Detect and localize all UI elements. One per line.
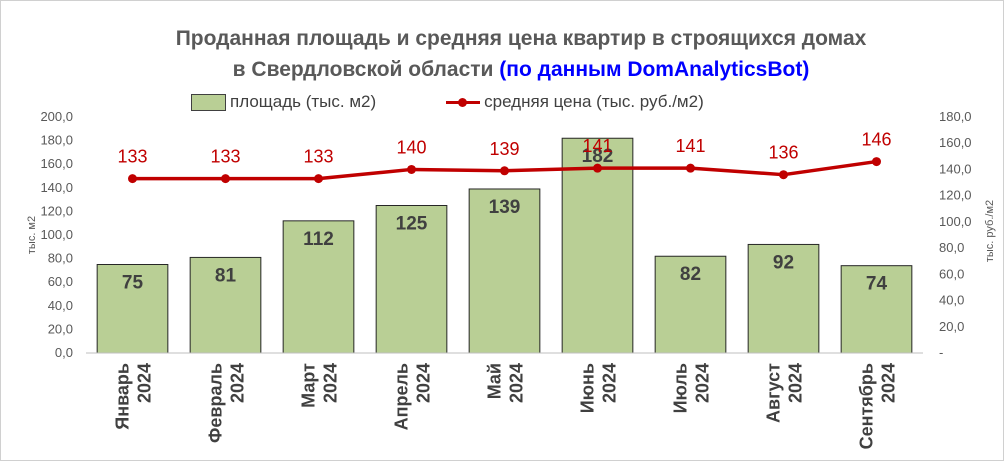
bar-data-label: 139 (489, 197, 521, 218)
y-tick-right-label: 100,0 (939, 214, 972, 229)
y-tick-left-label: 0,0 (55, 345, 73, 360)
bar-data-label: 112 (303, 229, 334, 250)
y-tick-right-label: 160,0 (939, 135, 972, 150)
price-data-label: 146 (861, 130, 891, 150)
price-point (779, 170, 788, 180)
price-data-label: 133 (210, 147, 240, 167)
x-category-year: 2024 (786, 363, 806, 403)
x-category-month: Апрель (392, 363, 412, 430)
y-axis-right-title: тыс. руб./м2 (984, 200, 996, 262)
legend-label-area: площадь (тыс. м2) (230, 92, 377, 111)
x-category-year: 2024 (321, 363, 341, 403)
bar-data-label: 82 (680, 264, 701, 285)
bar-data-label: 75 (122, 273, 144, 294)
x-category-label: Август 2024 (764, 363, 806, 423)
price-data-label: 141 (675, 136, 705, 156)
y-tick-left-label: 100,0 (40, 227, 73, 242)
x-category-year: 2024 (414, 363, 434, 403)
y-tick-left-label: 20,0 (48, 321, 73, 336)
x-category-label: Апрель 2024 (392, 363, 434, 430)
chart-title-line-1: Проданная площадь и средняя цена квартир… (175, 27, 867, 50)
bar (375, 205, 448, 354)
x-category-label: Март 2024 (299, 363, 341, 408)
y-tick-left-label: 160,0 (40, 156, 73, 171)
legend-item-area: площадь (тыс. м2) (191, 92, 376, 112)
y-tick-right-label: 140,0 (939, 161, 972, 176)
price-data-label: 136 (768, 143, 798, 163)
price-point (221, 174, 230, 184)
price-point (686, 163, 695, 173)
x-category-year: 2024 (228, 363, 248, 403)
y-tick-left-label: 60,0 (48, 274, 73, 289)
x-category-year: 2024 (135, 363, 155, 403)
x-category-month: Май (485, 363, 505, 399)
price-data-label: 139 (489, 139, 519, 159)
chart-title-source: (по данным DomAnalyticsBot) (499, 58, 810, 81)
legend-label-price: средняя цена (тыс. руб./м2) (484, 92, 704, 111)
x-category-year: 2024 (879, 363, 899, 403)
price-point (314, 174, 323, 184)
x-category-year: 2024 (507, 363, 527, 403)
price-data-label: 141 (582, 136, 612, 156)
x-category-label: Июль 2024 (671, 363, 713, 413)
x-category-label: Май 2024 (485, 363, 527, 403)
x-category-month: Сентябрь (857, 363, 877, 449)
y-tick-right-label: - (939, 345, 943, 360)
y-tick-right-label: 80,0 (939, 240, 964, 255)
x-category-label: Июнь 2024 (578, 363, 620, 413)
x-category-year: 2024 (600, 363, 620, 403)
price-point (128, 174, 137, 184)
price-point (407, 164, 416, 174)
y-tick-right-label: 20,0 (939, 319, 964, 334)
y-tick-left-label: 200,0 (40, 109, 73, 124)
x-category-month: Июнь (578, 363, 598, 413)
chart-title: Проданная площадь и средняя цена квартир… (111, 23, 931, 85)
chart-title-line-2: в Свердловской области (по данным DomAna… (111, 54, 931, 85)
x-category-year: 2024 (693, 363, 713, 403)
bar-data-label: 74 (866, 274, 888, 295)
y-tick-left-label: 80,0 (48, 251, 73, 266)
bar (282, 220, 355, 354)
bar (840, 265, 913, 354)
x-category-month: Январь (113, 363, 133, 430)
bar-data-label: 125 (396, 214, 428, 235)
price-data-label: 133 (303, 147, 333, 167)
y-axis-left-title: тыс. м2 (26, 216, 38, 254)
price-point (593, 163, 602, 173)
bar (96, 264, 169, 354)
x-category-month: Июль (671, 363, 691, 413)
price-point (500, 166, 509, 176)
y-tick-left-label: 180,0 (40, 133, 73, 148)
y-tick-right-label: 60,0 (939, 266, 964, 281)
bar (747, 243, 820, 354)
bar-data-label: 81 (215, 265, 237, 286)
x-category-label: Февраль 2024 (206, 363, 248, 443)
x-category-label: Сентябрь 2024 (857, 363, 899, 449)
y-tick-left-label: 140,0 (40, 180, 73, 195)
price-data-label: 133 (117, 147, 147, 167)
y-tick-left-label: 40,0 (48, 298, 73, 313)
legend-item-price: средняя цена (тыс. руб./м2) (446, 92, 704, 112)
legend-swatch-area (191, 93, 226, 111)
price-data-label: 140 (396, 137, 426, 157)
price-point (872, 157, 881, 167)
bar (654, 255, 727, 354)
bar-data-label: 92 (773, 252, 794, 273)
chart-title-region: в Свердловской области (232, 58, 494, 81)
x-category-label: Январь 2024 (113, 363, 155, 430)
y-tick-left-label: 120,0 (40, 203, 73, 218)
x-category-month: Август (764, 363, 784, 423)
x-category-month: Март (299, 363, 319, 408)
y-tick-right-label: 40,0 (939, 293, 964, 308)
bar (189, 256, 262, 354)
x-category-month: Февраль (206, 363, 226, 443)
chart-legend: площадь (тыс. м2) средняя цена (тыс. руб… (191, 91, 774, 113)
legend-swatch-price (446, 95, 481, 109)
bar-data-label: 182 (582, 146, 614, 167)
y-tick-right-label: 120,0 (939, 188, 972, 203)
y-tick-right-label: 180,0 (939, 109, 972, 124)
